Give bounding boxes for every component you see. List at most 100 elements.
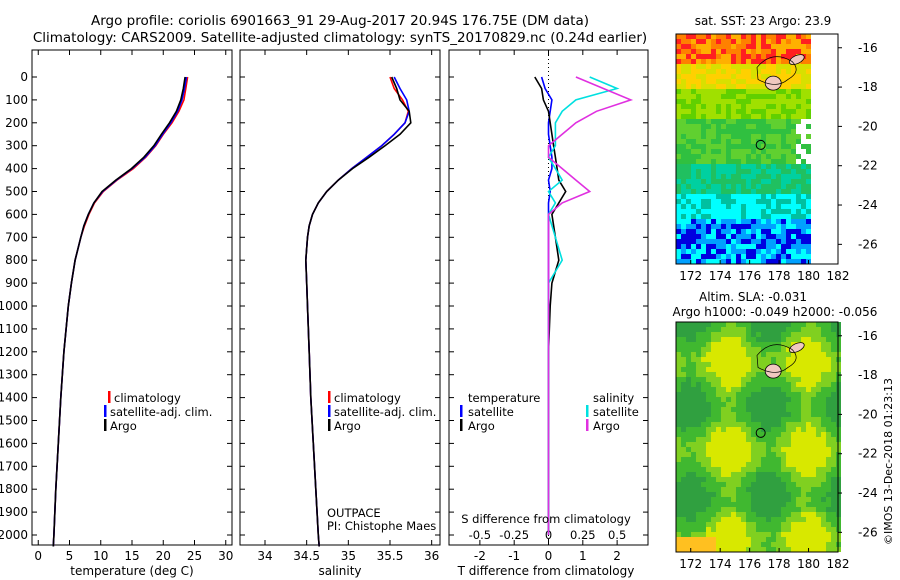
map-cell [771, 467, 776, 472]
map-cell [711, 234, 716, 239]
map-cell [681, 259, 686, 264]
map-cell [721, 357, 726, 362]
map-cell [756, 462, 761, 467]
map-cell [711, 164, 716, 169]
map-cell [701, 174, 706, 179]
map-cell [801, 119, 806, 124]
map-cell [816, 129, 821, 134]
map-cell [786, 497, 791, 502]
map-cell [816, 149, 821, 154]
map-cell [786, 79, 791, 84]
map-cell [721, 387, 726, 392]
map-cell [801, 537, 806, 542]
map-cell [761, 532, 766, 537]
map-cell [681, 392, 686, 397]
map-cell [696, 432, 701, 437]
map-cell [681, 522, 686, 527]
map-cell [761, 437, 766, 442]
map-cell [696, 219, 701, 224]
map-cell [801, 79, 806, 84]
map-cell [791, 462, 796, 467]
pi-label: PI: Chistophe Maes [327, 519, 436, 533]
map-cell [751, 377, 756, 382]
map-cell [741, 219, 746, 224]
map-cell [801, 422, 806, 427]
map-cell [826, 532, 831, 537]
map-cell [806, 542, 811, 547]
map-cell [676, 537, 681, 542]
map-cell [751, 362, 756, 367]
map-cell [736, 124, 741, 129]
map-cell [736, 204, 741, 209]
map-cell [816, 492, 821, 497]
map-cell [756, 352, 761, 357]
map-cell [816, 477, 821, 482]
map-cell [696, 239, 701, 244]
map-cell [731, 259, 736, 264]
map-cell [721, 89, 726, 94]
map-cell [811, 224, 816, 229]
map-cell [691, 512, 696, 517]
map-cell [751, 79, 756, 84]
map-cell [686, 34, 691, 39]
map-cell [716, 487, 721, 492]
map-cell [771, 322, 776, 327]
map-cell [701, 114, 706, 119]
map-cell [676, 244, 681, 249]
map-cell [771, 392, 776, 397]
map-cell [706, 89, 711, 94]
map-cell [686, 412, 691, 417]
map-cell [751, 184, 756, 189]
map-cell [816, 337, 821, 342]
map-cell [756, 402, 761, 407]
map-cell [736, 492, 741, 497]
map-cell [821, 467, 826, 472]
map-cell [701, 472, 706, 477]
map-cell [811, 392, 816, 397]
map-cell [721, 39, 726, 44]
map-cell [781, 244, 786, 249]
map-cell [696, 249, 701, 254]
map-cell [801, 139, 806, 144]
map-cell [756, 322, 761, 327]
map-cell [801, 522, 806, 527]
map-cell [701, 239, 706, 244]
map-cell [736, 249, 741, 254]
map-cell [686, 357, 691, 362]
map-cell [711, 447, 716, 452]
map-cell [776, 99, 781, 104]
map-cell [816, 537, 821, 542]
map-cell [706, 104, 711, 109]
map-cell [681, 164, 686, 169]
map-cell [751, 234, 756, 239]
map-cell [831, 154, 836, 159]
map-cell [796, 377, 801, 382]
map-cell [746, 169, 751, 174]
map-cell [686, 204, 691, 209]
map-cell [736, 322, 741, 327]
map-cell [721, 184, 726, 189]
map-cell [831, 477, 836, 482]
map-cell [761, 214, 766, 219]
map-cell [746, 372, 751, 377]
map-cell [761, 219, 766, 224]
map-cell [686, 39, 691, 44]
map-cell [781, 397, 786, 402]
map-cell [716, 154, 721, 159]
map-cell [806, 154, 811, 159]
map-cell [771, 437, 776, 442]
map-cell [736, 199, 741, 204]
map-cell [691, 74, 696, 79]
map-cell [676, 347, 681, 352]
map-cell [676, 164, 681, 169]
map-cell [691, 382, 696, 387]
map-cell [801, 527, 806, 532]
map-cell [796, 352, 801, 357]
map-cell [761, 537, 766, 542]
map-cell [736, 59, 741, 64]
map-cell [826, 94, 831, 99]
map-cell [781, 184, 786, 189]
map-cell [686, 442, 691, 447]
map-cell [831, 407, 836, 412]
map-cell [701, 144, 706, 149]
